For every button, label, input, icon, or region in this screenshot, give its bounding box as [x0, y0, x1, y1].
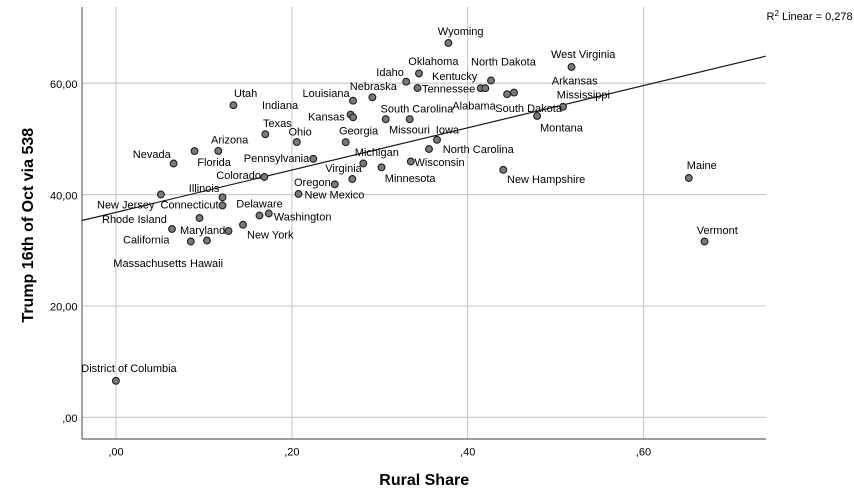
svg-text:Trump 16th of Oct via 538: Trump 16th of Oct via 538 [20, 128, 37, 323]
svg-text:Wyoming: Wyoming [438, 26, 484, 38]
svg-text:North Carolina: North Carolina [443, 144, 515, 156]
svg-text:Rural Share: Rural Share [379, 472, 469, 489]
svg-text:Connecticut: Connecticut [161, 200, 219, 212]
svg-text:,00: ,00 [62, 413, 77, 425]
svg-text:,00: ,00 [108, 447, 123, 459]
svg-text:Colorado: Colorado [216, 170, 261, 182]
svg-text:Texas: Texas [263, 118, 292, 130]
svg-text:Nevada: Nevada [133, 149, 172, 161]
svg-text:New Jersey: New Jersey [97, 200, 155, 212]
svg-text:West Virginia: West Virginia [551, 49, 616, 61]
svg-text:Mississippi: Mississippi [557, 90, 610, 102]
svg-text:Oklahoma: Oklahoma [408, 56, 459, 68]
svg-text:Idaho: Idaho [376, 67, 404, 79]
svg-text:Alabama: Alabama [452, 100, 496, 112]
svg-text:North Dakota: North Dakota [471, 57, 537, 69]
svg-text:Ohio: Ohio [289, 126, 312, 138]
svg-text:Washington: Washington [274, 211, 332, 223]
svg-text:Delaware: Delaware [236, 198, 282, 210]
svg-text:Iowa: Iowa [436, 125, 460, 137]
svg-text:New York: New York [247, 230, 294, 242]
svg-text:Montana: Montana [540, 123, 584, 135]
svg-text:Louisiana: Louisiana [303, 88, 351, 100]
svg-text:Hawaii: Hawaii [190, 258, 223, 270]
svg-text:40,00: 40,00 [50, 190, 78, 202]
svg-text:Wisconsin: Wisconsin [415, 157, 465, 169]
svg-text:South Carolina: South Carolina [381, 104, 455, 116]
svg-text:New Mexico: New Mexico [305, 190, 365, 202]
svg-text:Virginia: Virginia [325, 163, 362, 175]
svg-text:Tennessee: Tennessee [422, 84, 475, 96]
svg-text:Missouri: Missouri [389, 125, 430, 137]
svg-text:New Hampshire: New Hampshire [507, 174, 585, 186]
svg-text:Maryland: Maryland [180, 225, 225, 237]
svg-text:Arizona: Arizona [211, 135, 249, 147]
svg-text:South Dakota: South Dakota [495, 103, 563, 115]
svg-text:Rhode Island: Rhode Island [102, 214, 167, 226]
svg-text:California: California [123, 235, 170, 247]
svg-text:Utah: Utah [234, 88, 257, 100]
svg-text:Florida: Florida [197, 157, 232, 169]
svg-text:Kentucky: Kentucky [432, 71, 478, 83]
svg-text:,20: ,20 [284, 447, 299, 459]
svg-text:Michigan: Michigan [355, 147, 399, 159]
svg-text:Arkansas: Arkansas [552, 75, 598, 87]
svg-text:Minnesota: Minnesota [385, 173, 437, 185]
svg-text:R2 Linear = 0,278: R2 Linear = 0,278 [767, 9, 853, 23]
svg-text:Vermont: Vermont [697, 225, 738, 237]
svg-text:District of Columbia: District of Columbia [81, 363, 177, 375]
svg-text:60,00: 60,00 [50, 79, 78, 91]
svg-text:Georgia: Georgia [339, 126, 379, 138]
svg-text:,60: ,60 [636, 447, 651, 459]
svg-text:20,00: 20,00 [50, 302, 78, 314]
svg-text:Maine: Maine [687, 160, 717, 172]
svg-text:Massachusetts: Massachusetts [113, 258, 187, 270]
svg-text:,40: ,40 [460, 447, 475, 459]
svg-text:Oregon: Oregon [294, 177, 331, 189]
svg-text:Nebraska: Nebraska [350, 81, 398, 93]
svg-text:Pennsylvania: Pennsylvania [244, 153, 310, 165]
svg-text:Illinois: Illinois [189, 183, 220, 195]
svg-text:Indiana: Indiana [262, 100, 299, 112]
svg-text:Kansas: Kansas [308, 112, 345, 124]
